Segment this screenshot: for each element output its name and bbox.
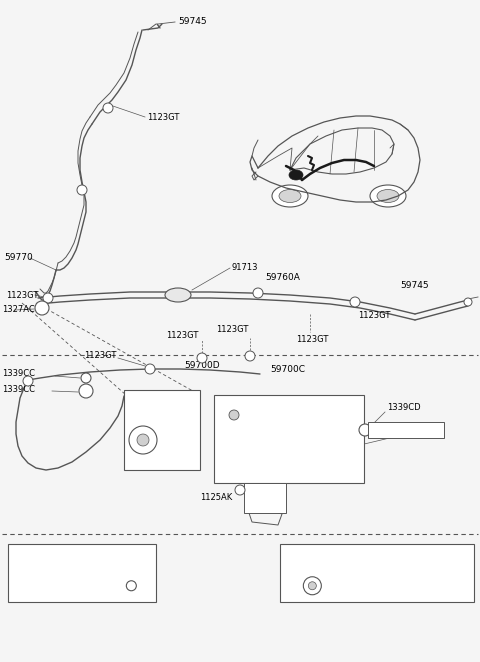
Bar (368, 422, 444, 438)
Ellipse shape (35, 301, 49, 315)
Text: 83397: 83397 (70, 552, 94, 561)
Text: 59760A: 59760A (265, 273, 300, 283)
Ellipse shape (245, 351, 255, 361)
Ellipse shape (377, 189, 399, 203)
Ellipse shape (279, 189, 301, 203)
Ellipse shape (464, 298, 472, 306)
Text: 1123GT: 1123GT (296, 336, 328, 344)
Text: 91713: 91713 (232, 263, 259, 271)
Ellipse shape (235, 485, 245, 495)
Ellipse shape (79, 384, 93, 398)
Ellipse shape (137, 434, 149, 446)
Ellipse shape (129, 426, 157, 454)
Text: 1123GT: 1123GT (216, 326, 248, 334)
Text: 1731JF: 1731JF (300, 552, 325, 561)
Text: 1351CA: 1351CA (164, 408, 194, 416)
Ellipse shape (23, 376, 33, 386)
Ellipse shape (350, 297, 360, 307)
Ellipse shape (165, 288, 191, 302)
Ellipse shape (145, 364, 155, 374)
Text: 1125AK: 1125AK (200, 493, 232, 502)
Text: 1339CD: 1339CD (387, 404, 420, 412)
Text: 59711B: 59711B (372, 426, 401, 434)
Text: 1339CC: 1339CC (2, 369, 35, 377)
Text: 1339CC: 1339CC (2, 385, 35, 393)
Text: 59770: 59770 (4, 254, 33, 263)
Bar (8, 544, 156, 602)
Text: 59745: 59745 (178, 17, 206, 26)
Ellipse shape (197, 353, 207, 363)
Ellipse shape (77, 185, 87, 195)
Ellipse shape (308, 582, 316, 590)
Ellipse shape (359, 424, 371, 436)
Ellipse shape (289, 170, 303, 180)
Text: 44375: 44375 (126, 408, 150, 416)
Text: 1327AC: 1327AC (2, 305, 35, 314)
Text: 59715B: 59715B (248, 493, 277, 502)
Ellipse shape (126, 581, 136, 591)
Text: 1125KB: 1125KB (362, 552, 392, 561)
Text: 1123GT: 1123GT (6, 291, 38, 299)
Text: 1123GT: 1123GT (147, 113, 180, 122)
Ellipse shape (81, 373, 91, 383)
Text: 1123GT: 1123GT (358, 312, 390, 320)
Ellipse shape (103, 103, 113, 113)
Text: 93250D: 93250D (218, 418, 248, 426)
Text: 1125AL: 1125AL (427, 552, 456, 561)
Ellipse shape (229, 410, 239, 420)
Ellipse shape (253, 288, 263, 298)
Ellipse shape (303, 577, 321, 594)
Text: 1231DB: 1231DB (218, 404, 248, 412)
Bar (244, 483, 286, 513)
Bar (124, 390, 200, 470)
Ellipse shape (370, 185, 406, 207)
Text: 59745: 59745 (400, 281, 429, 289)
Text: 59700D: 59700D (184, 361, 220, 369)
Text: 1123GT: 1123GT (166, 332, 198, 340)
Bar (280, 544, 474, 602)
Bar (214, 395, 364, 483)
Text: 1123GV: 1123GV (18, 552, 48, 561)
Ellipse shape (272, 185, 308, 207)
Text: 93830: 93830 (119, 552, 144, 561)
Text: 59750A: 59750A (127, 391, 156, 401)
Ellipse shape (43, 293, 53, 303)
Text: 1123GT: 1123GT (84, 352, 116, 361)
Text: 59700C: 59700C (270, 365, 305, 375)
